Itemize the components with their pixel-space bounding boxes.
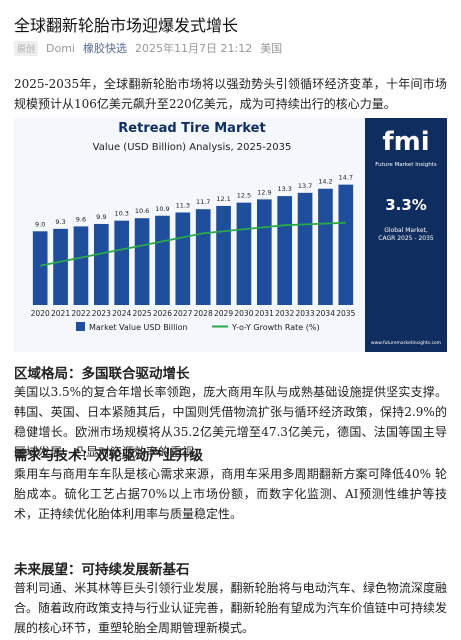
x-tick-label: 2020 (31, 309, 50, 318)
growth-line (40, 221, 346, 267)
bar (93, 223, 109, 305)
x-tick-label: 2033 (296, 309, 315, 318)
x-tick-label: 2035 (336, 309, 355, 318)
x-tick-label: 2027 (173, 309, 192, 318)
x-tick-label: 2021 (51, 309, 70, 318)
section-heading: 需求与技术：双轮驱动产业升级 (14, 448, 203, 464)
cagr: 3.3% (385, 196, 427, 214)
article-title: 全球翻新轮胎市场迎爆发式增长 (14, 16, 239, 35)
bar (338, 184, 354, 305)
x-tick-label: 2032 (275, 309, 294, 318)
bar (195, 209, 211, 305)
value-label: 10.6 (135, 207, 149, 215)
bar (155, 215, 170, 305)
section-body: 乘用车与商用车车队是核心需求来源，商用车采用多周期翻新方案可降低40% 轮胎成本… (14, 467, 447, 521)
legend-swatch (76, 322, 85, 331)
bar (277, 196, 293, 305)
value-label: 10.9 (155, 205, 169, 213)
chart-subtitle: Value (USD Billion) Analysis, 2025-2035 (93, 142, 292, 153)
source[interactable]: 橡胶快选 (83, 42, 127, 55)
legend-label: Market Value USD Billion (89, 323, 188, 332)
x-tick-label: 2025 (133, 309, 152, 318)
website: www.futuremarketinsights.com (371, 340, 441, 346)
bar (175, 212, 191, 305)
value-label: 9.9 (96, 213, 106, 221)
value-label: 14.7 (339, 174, 353, 182)
bar (297, 192, 313, 305)
bar (134, 218, 150, 305)
x-tick-label: 2022 (71, 309, 90, 318)
value-label: 13.7 (298, 182, 312, 190)
x-tick-label: 2030 (234, 309, 253, 318)
bar (236, 202, 252, 305)
value-label: 14.2 (318, 178, 332, 186)
meta: 原创 Domi 橡胶快选 2025年11月7日 21:12 美国 (14, 40, 282, 56)
x-tick-label: 2024 (112, 309, 131, 318)
value-label: 12.9 (257, 188, 271, 196)
cagr-label: Global Market, (384, 227, 428, 234)
intro: 2025-2035年，全球翻新轮胎市场将以强劲势头引领循环经济变革，十年间市场规… (14, 77, 447, 111)
section-body: 美国以3.5%的复合年增长率领跑，庞大商用车队与成熟基础设施提供坚实支撑。韩国、… (14, 385, 447, 459)
date: 2025年11月7日 21:12 (135, 42, 253, 55)
value-label: 12.1 (216, 195, 230, 203)
chart-title: Retread Tire Market (118, 121, 265, 136)
location: 美国 (260, 42, 283, 55)
value-label: 9.6 (76, 215, 86, 223)
cagr-label: CAGR 2025 - 2035 (378, 235, 434, 242)
value-label: 9.3 (55, 218, 65, 226)
value-label: 12.5 (237, 192, 251, 200)
value-label: 9.0 (35, 220, 45, 228)
section-body: 普利司通、米其林等巨头引领行业发展，翻新轮胎将与电动汽车、绿色物流深度融合。随着… (14, 581, 447, 635)
x-tick-label: 2031 (255, 309, 274, 318)
chart: Retread Tire Market Value (USD Billion) … (14, 118, 447, 352)
x-tick-label: 2026 (153, 309, 172, 318)
bar (114, 220, 130, 305)
value-label: 10.3 (114, 210, 128, 218)
bar (32, 231, 48, 305)
author[interactable]: Domi (46, 41, 75, 55)
x-tick-label: 2028 (194, 309, 213, 318)
bar (73, 226, 89, 305)
x-tick-label: 2034 (316, 309, 335, 318)
bar (318, 188, 333, 305)
value-label: 11.3 (176, 201, 190, 209)
badge: 原创 (14, 40, 39, 56)
side-panel (365, 118, 447, 352)
logo: fmi (382, 127, 429, 157)
bar (216, 205, 231, 305)
value-label: 11.7 (196, 198, 210, 206)
logo-text: Future Market Insights (375, 162, 437, 168)
section-heading: 区域格局：多国联合驱动增长 (14, 366, 190, 382)
section-heading: 未来展望：可持续发展新基石 (14, 562, 190, 578)
legend-label: Y-o-Y Growth Rate (%) (231, 323, 320, 332)
value-label: 13.3 (277, 185, 291, 193)
bar (53, 228, 68, 305)
x-tick-label: 2029 (214, 309, 233, 318)
bar (256, 199, 272, 305)
x-tick-label: 2023 (92, 309, 111, 318)
